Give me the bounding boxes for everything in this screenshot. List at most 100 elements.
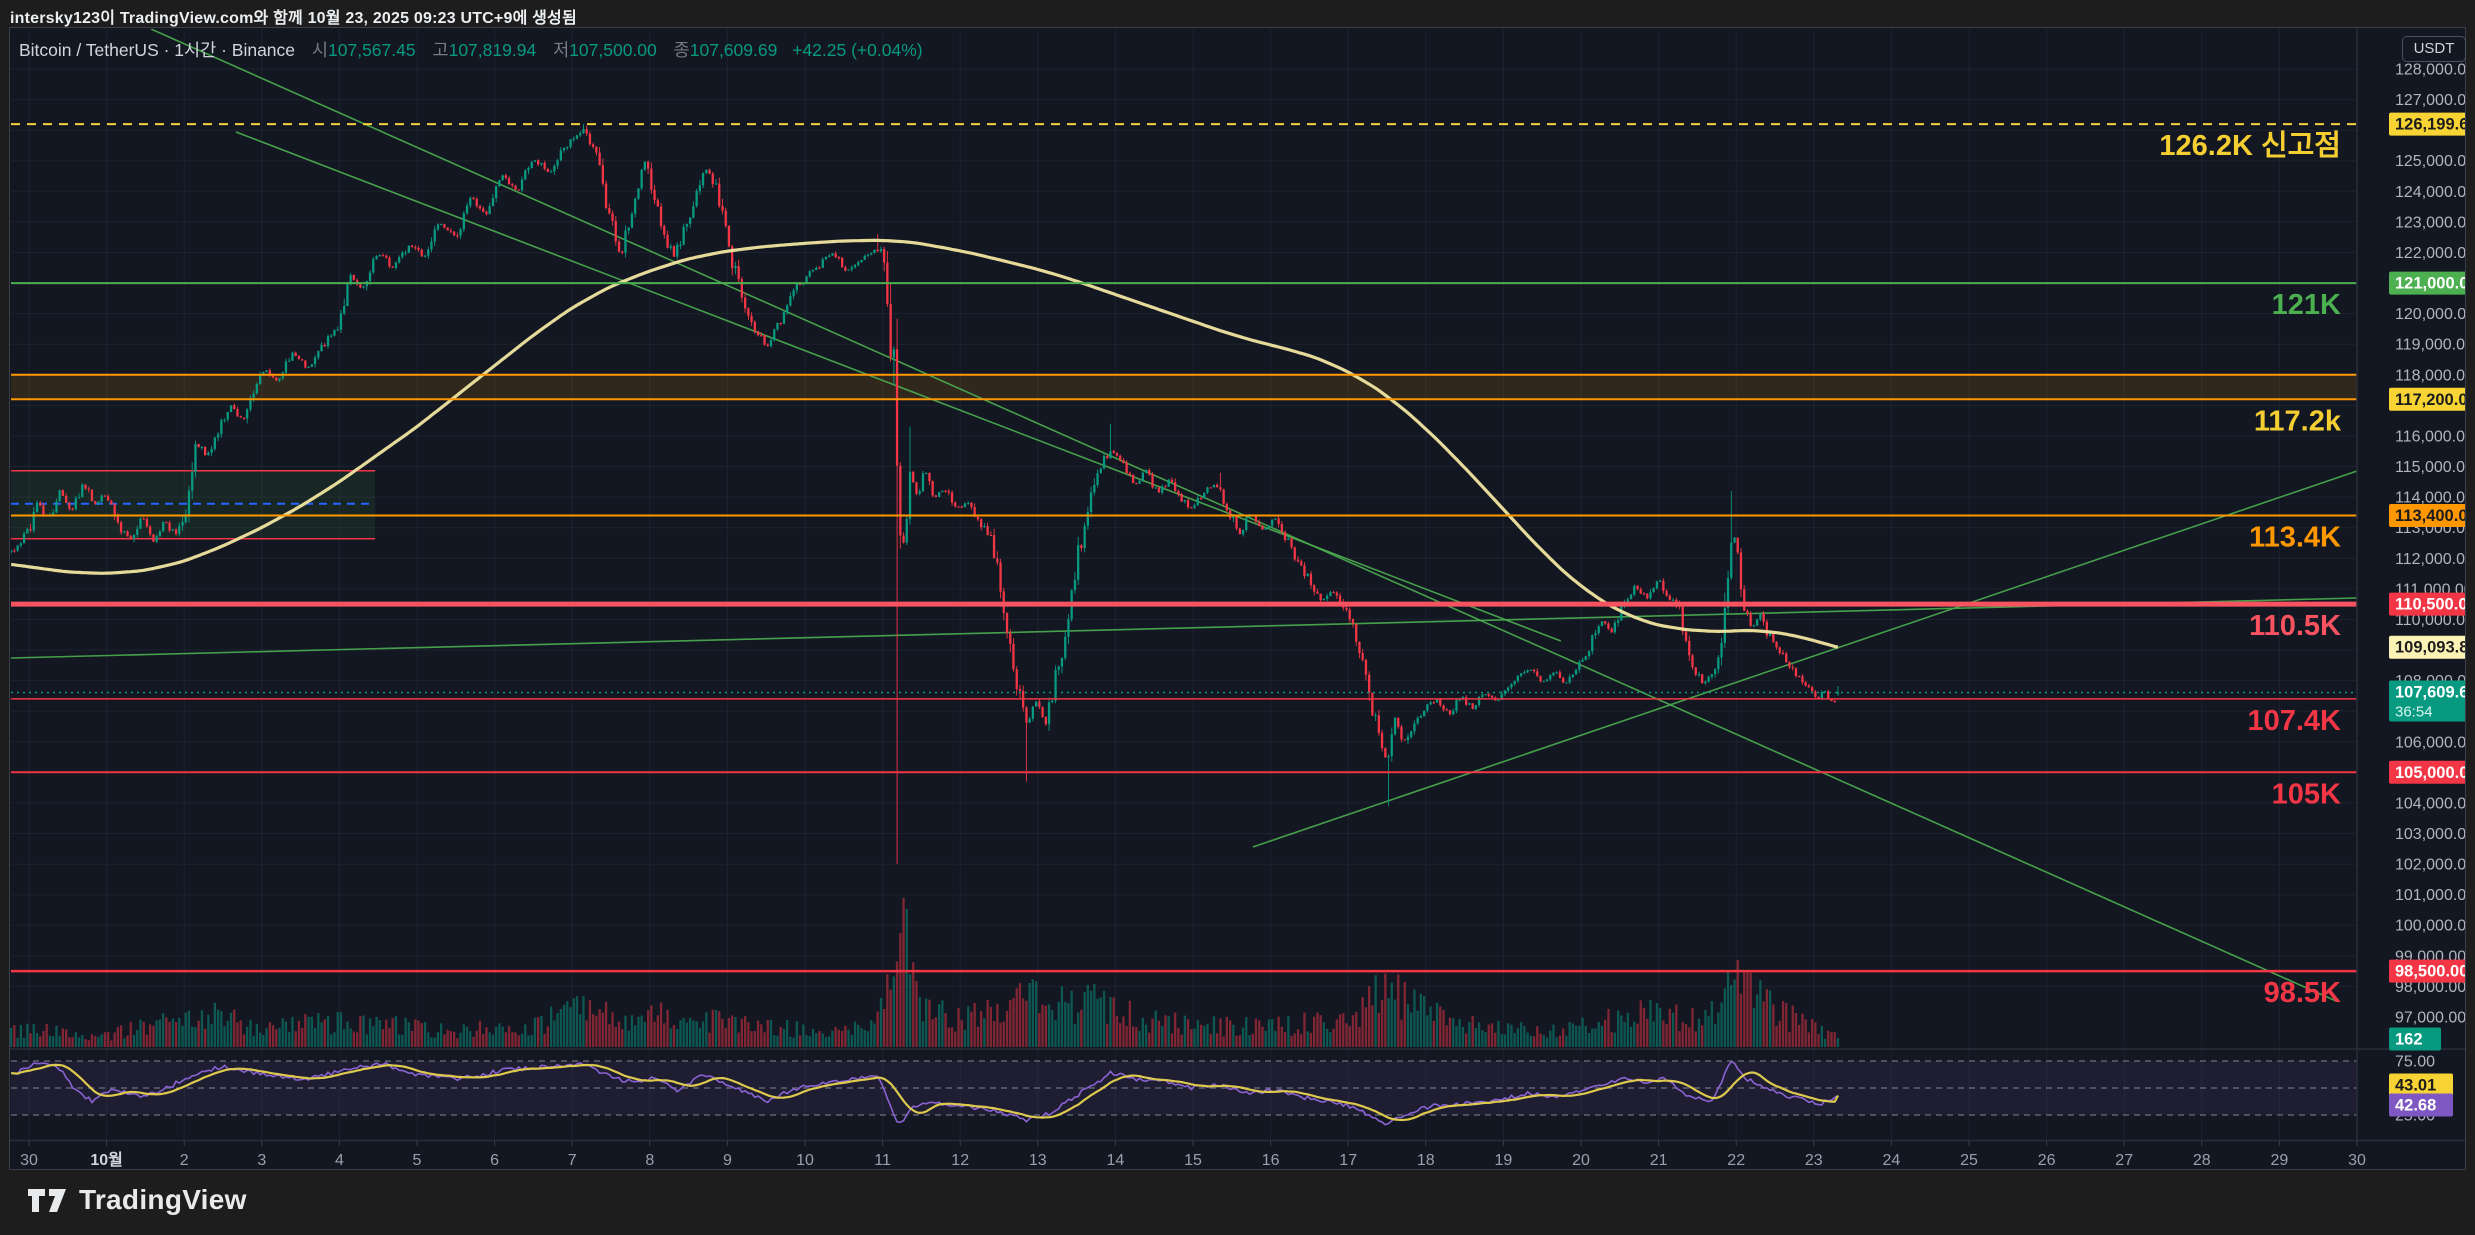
svg-text:28: 28 xyxy=(2193,1152,2211,1169)
axis-price-label: 117,200.00 xyxy=(2389,387,2465,411)
svg-text:36:54: 36:54 xyxy=(2395,704,2433,721)
rsi-ma-line xyxy=(11,1063,1839,1122)
candles xyxy=(11,124,1840,865)
footer: TradingView xyxy=(28,1184,247,1216)
svg-text:15: 15 xyxy=(1184,1152,1202,1169)
close-value: 107,609.69 xyxy=(689,40,778,60)
svg-text:121,000.00: 121,000.00 xyxy=(2395,275,2465,293)
price-chart-canvas[interactable]: 126.2K 신고점 121K 117.2k 113.4K 110.5K 107.4K 10… xyxy=(10,28,2465,1169)
svg-text:112,000.00: 112,000.00 xyxy=(2395,551,2465,568)
svg-text:4: 4 xyxy=(335,1152,344,1169)
footer-brand[interactable]: TradingView xyxy=(79,1184,247,1215)
change-value: +42.25 (+0.04%) xyxy=(792,40,923,60)
resistance-band xyxy=(11,374,2357,400)
svg-text:16: 16 xyxy=(1262,1152,1280,1169)
svg-text:109,093.81: 109,093.81 xyxy=(2395,639,2465,657)
svg-text:27: 27 xyxy=(2115,1152,2133,1169)
svg-text:75.00: 75.00 xyxy=(2395,1054,2435,1071)
close-label: 종 xyxy=(673,40,690,60)
svg-text:103,000.00: 103,000.00 xyxy=(2395,826,2465,843)
axis-price-label: 105,000.00 xyxy=(2389,760,2465,784)
axis-price-label: 98,500.00 xyxy=(2389,959,2465,983)
svg-text:162: 162 xyxy=(2395,1031,2423,1049)
svg-text:125,000.00: 125,000.00 xyxy=(2395,153,2465,170)
svg-text:3: 3 xyxy=(257,1152,266,1169)
svg-text:113,400.00: 113,400.00 xyxy=(2395,507,2465,525)
svg-text:120,000.00: 120,000.00 xyxy=(2395,306,2465,323)
svg-text:14: 14 xyxy=(1107,1152,1125,1169)
svg-text:104,000.00: 104,000.00 xyxy=(2395,795,2465,812)
axis-price-label: 121,000.00 xyxy=(2389,271,2465,295)
svg-text:20: 20 xyxy=(1572,1152,1590,1169)
svg-text:116,000.00: 116,000.00 xyxy=(2395,429,2465,446)
axis-labels: 126,199.63 121,000.00 117,200.00 113,400.00… xyxy=(2389,112,2465,1117)
time-axis: 30 10월 2 3 4 5 6 7 8 9 10 11 12 13 14 15 16 17 18 19 20 21 22 2… xyxy=(20,1141,2366,1169)
svg-text:110,000.00: 110,000.00 xyxy=(2395,612,2465,629)
svg-text:8: 8 xyxy=(645,1152,654,1169)
low-label: 저 xyxy=(553,40,570,60)
axis-price-label: 126,199.63 xyxy=(2389,112,2465,136)
svg-text:17: 17 xyxy=(1339,1152,1357,1169)
svg-text:127,000.00: 127,000.00 xyxy=(2395,92,2465,109)
svg-text:107.4K: 107.4K xyxy=(2247,705,2341,737)
svg-text:43.01: 43.01 xyxy=(2395,1077,2436,1095)
svg-text:113.4K: 113.4K xyxy=(2249,522,2341,554)
open-value: 107,567.45 xyxy=(328,40,416,60)
pane-separators xyxy=(10,28,2465,1142)
svg-text:5: 5 xyxy=(413,1152,422,1169)
svg-text:98,000.00: 98,000.00 xyxy=(2395,979,2465,996)
svg-text:6: 6 xyxy=(490,1152,499,1169)
svg-text:29: 29 xyxy=(2271,1152,2289,1169)
tradingview-logo-icon[interactable] xyxy=(28,1187,66,1214)
svg-text:110,500.00: 110,500.00 xyxy=(2395,596,2465,614)
svg-text:23: 23 xyxy=(1805,1152,1823,1169)
svg-text:13: 13 xyxy=(1029,1152,1047,1169)
svg-text:110.5K: 110.5K xyxy=(2249,610,2341,642)
svg-text:101,000.00: 101,000.00 xyxy=(2395,887,2465,904)
svg-text:30: 30 xyxy=(20,1152,38,1169)
currency-unit-button[interactable]: USDT xyxy=(2402,36,2466,62)
svg-text:102,000.00: 102,000.00 xyxy=(2395,857,2465,874)
chart-panel: 126.2K 신고점 121K 117.2k 113.4K 110.5K 107.4K 10… xyxy=(9,27,2466,1170)
axis-price-label: 113,400.00 xyxy=(2389,504,2465,527)
symbol-info-row[interactable]: Bitcoin / TetherUS · 1시간 · Binance 시107,… xyxy=(19,37,923,62)
symbol-title[interactable]: Bitcoin / TetherUS · 1시간 · Binance xyxy=(19,40,296,60)
grid xyxy=(11,29,2358,1140)
axis-price-label: 43.01 xyxy=(2389,1073,2453,1097)
svg-text:19: 19 xyxy=(1495,1152,1513,1169)
svg-text:42.68: 42.68 xyxy=(2395,1097,2436,1115)
svg-text:121K: 121K xyxy=(2272,289,2341,321)
svg-text:115,000.00: 115,000.00 xyxy=(2395,459,2465,476)
svg-text:114,000.00: 114,000.00 xyxy=(2395,490,2465,507)
svg-text:97,000.00: 97,000.00 xyxy=(2395,1010,2465,1027)
svg-text:21: 21 xyxy=(1650,1152,1668,1169)
svg-text:2: 2 xyxy=(180,1152,189,1169)
svg-text:117,200.00: 117,200.00 xyxy=(2395,391,2465,409)
svg-text:107,609.69: 107,609.69 xyxy=(2395,684,2465,702)
volume-bars xyxy=(10,897,1840,1047)
svg-text:122,000.00: 122,000.00 xyxy=(2395,245,2465,262)
price-levels: 126.2K 신고점 121K 117.2k 113.4K 110.5K 107.4K 10… xyxy=(11,123,2357,1009)
svg-text:98.5K: 98.5K xyxy=(2264,977,2341,1009)
svg-text:105K: 105K xyxy=(2272,778,2341,810)
svg-text:118,000.00: 118,000.00 xyxy=(2395,367,2465,384)
svg-text:105,000.00: 105,000.00 xyxy=(2395,764,2465,782)
svg-text:119,000.00: 119,000.00 xyxy=(2395,337,2465,354)
high-value: 107,819.94 xyxy=(448,40,537,60)
attribution-bar: intersky123이 TradingView.com와 함께 10월 23,… xyxy=(10,10,577,27)
svg-text:12: 12 xyxy=(951,1152,969,1169)
axis-price-label: 109,093.81 xyxy=(2389,635,2465,659)
current-price-label: 107,609.69 36:54 xyxy=(2389,680,2465,722)
axis-price-label: 162 xyxy=(2389,1027,2441,1051)
ma-line xyxy=(11,238,1839,649)
low-value: 107,500.00 xyxy=(569,40,657,60)
svg-text:22: 22 xyxy=(1727,1152,1745,1169)
svg-text:30: 30 xyxy=(2348,1152,2366,1169)
svg-text:10월: 10월 xyxy=(90,1151,123,1169)
svg-text:117.2k: 117.2k xyxy=(2254,405,2342,437)
svg-text:10: 10 xyxy=(796,1152,814,1169)
svg-text:128,000.00: 128,000.00 xyxy=(2395,62,2465,79)
svg-text:18: 18 xyxy=(1417,1152,1435,1169)
svg-text:123,000.00: 123,000.00 xyxy=(2395,214,2465,231)
svg-text:11: 11 xyxy=(874,1152,891,1169)
